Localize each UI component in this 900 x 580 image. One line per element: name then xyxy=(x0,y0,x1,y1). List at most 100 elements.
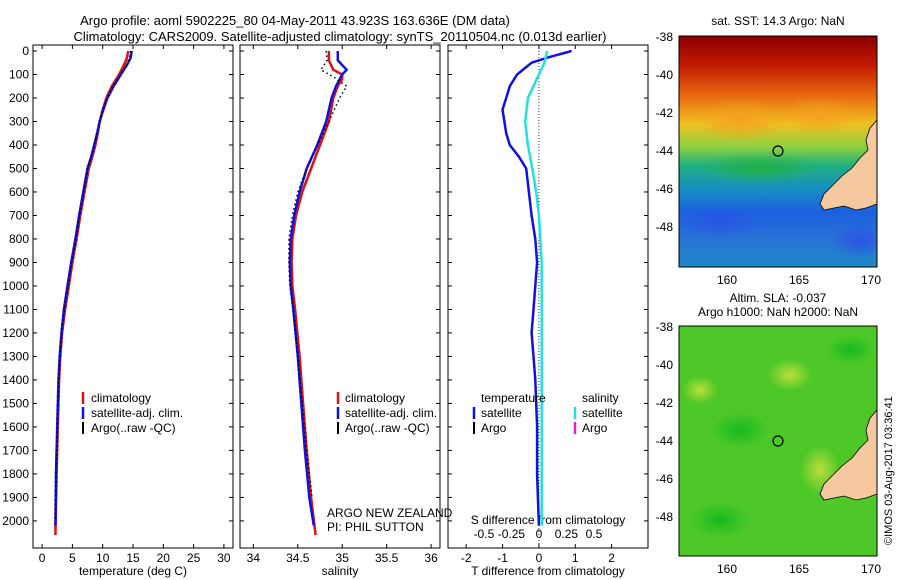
series-line-salinity-satellite xyxy=(523,50,549,526)
legend-temp-satellite-label: satellite xyxy=(481,406,522,420)
sst-xtick: 165 xyxy=(789,273,809,287)
legend-sal-satellite-label: satellite xyxy=(582,406,623,420)
y-tick-label: 600 xyxy=(9,185,29,199)
legend-salinity-heading: salinity xyxy=(582,391,619,405)
x-axis-label: temperature (deg C) xyxy=(79,564,187,578)
sst-ytick: -40 xyxy=(656,68,674,82)
x-tick-label: 34.5 xyxy=(286,551,310,565)
legend-satellite-label: satellite-adj. clim. xyxy=(91,406,183,420)
sla-ytick: -38 xyxy=(656,320,674,334)
plot-frame xyxy=(32,44,234,549)
sst-xtick: 170 xyxy=(861,273,881,287)
sla-map-title-line2: Argo h1000: NaN h2000: NaN xyxy=(698,305,858,319)
sla-ytick: -46 xyxy=(656,472,674,486)
legend-satellite-label: satellite-adj. clim. xyxy=(345,406,437,420)
sst-ytick: -44 xyxy=(656,144,674,158)
y-tick-label: 1400 xyxy=(2,373,29,387)
sla-low-patch xyxy=(690,502,750,538)
sla-map-frame xyxy=(678,325,878,557)
sst-argo-location-marker xyxy=(772,145,784,157)
sla-ytick: -44 xyxy=(656,434,674,448)
y-tick-label: 1800 xyxy=(2,467,29,481)
sst-map-title: sat. SST: 14.3 Argo: NaN xyxy=(711,14,844,28)
secondary-x-axis-label: S difference from climatology xyxy=(471,513,626,527)
sla-low-patch xyxy=(825,335,875,365)
sst-map: sat. SST: 14.3 Argo: NaN -38 -40 -42 -44… xyxy=(656,14,882,287)
credit-stamp: ©IMOS 03-Aug-2017 03:36:41 xyxy=(883,396,895,545)
series-line-satellite-adj-clim- xyxy=(288,51,348,526)
sst-green-patch xyxy=(700,152,820,184)
x-tick-label: 35 xyxy=(336,551,350,565)
y-tick-label: 2000 xyxy=(2,514,29,528)
legend-temp-argo-label: Argo xyxy=(481,421,507,435)
legend-argo-label: Argo(..raw -QC) xyxy=(91,421,176,435)
salinity-legend: climatology satellite-adj. clim. Argo(..… xyxy=(336,391,437,435)
secondary-x-tick-label: 0.25 xyxy=(555,527,579,541)
y-tick-label: 500 xyxy=(9,161,29,175)
sla-land-new-zealand xyxy=(819,409,877,501)
sla-low-patch xyxy=(710,412,770,448)
sla-ytick: -40 xyxy=(656,358,674,372)
y-tick-label: 1100 xyxy=(3,302,29,316)
sla-argo-location-marker xyxy=(772,435,784,447)
y-tick-label: 900 xyxy=(9,255,29,269)
legend-temperature-heading: temperature xyxy=(481,391,546,405)
y-tick-label: 1000 xyxy=(2,279,29,293)
plot-frame xyxy=(239,44,441,549)
series-line-climatology xyxy=(290,51,344,536)
y-tick-label: 0 xyxy=(22,44,29,58)
sla-ytick: -48 xyxy=(656,510,674,524)
float-info-line2: PI: PHIL SUTTON xyxy=(327,520,424,534)
x-tick-label: 36 xyxy=(424,551,438,565)
sst-map-axes: -38 -40 -42 -44 -46 -48 160 165 170 xyxy=(656,30,882,287)
y-tick-label: 400 xyxy=(9,138,29,152)
series-line-satellite-adj-clim- xyxy=(54,50,134,526)
y-tick-label: 1700 xyxy=(2,443,29,457)
x-tick-label: 20 xyxy=(157,551,171,565)
sla-map-axes: -38 -40 -42 -44 -46 -48 160 165 170 xyxy=(656,320,882,576)
x-axis-label: salinity xyxy=(322,564,359,578)
sst-map-frame xyxy=(678,35,878,268)
secondary-x-tick-label: 0.5 xyxy=(586,527,603,541)
figure-title: Argo profile: aoml 5902225_80 04-May-201… xyxy=(80,13,510,28)
figure-subtitle: Climatology: CARS2009. Satellite-adjuste… xyxy=(73,29,606,44)
salinity-profile-panel: 34 34.5 35 35.5 36 salinity xyxy=(239,44,441,578)
sst-cold-patch xyxy=(830,222,877,258)
sla-xtick: 160 xyxy=(717,562,737,576)
sla-map: Altim. SLA: -0.037 Argo h1000: NaN h2000… xyxy=(656,291,882,576)
sst-warm-patch xyxy=(780,97,860,133)
temperature-legend: climatology satellite-adj. clim. Argo(..… xyxy=(81,391,183,435)
y-tick-label: 700 xyxy=(9,208,29,222)
x-tick-label: 10 xyxy=(96,551,110,565)
secondary-x-tick-label: -0.5 xyxy=(474,527,495,541)
y-tick-label: 1200 xyxy=(2,326,29,340)
legend-climatology-label: climatology xyxy=(91,391,151,405)
sla-ytick: -42 xyxy=(656,396,674,410)
x-axis-label: T difference from climatology xyxy=(471,564,625,578)
y-tick-label: 1500 xyxy=(2,396,29,410)
sst-ytick: -48 xyxy=(656,220,674,234)
temperature-profile-panel: 0 5 10 15 20 25 30 temperature (deg C) 0 100 200 30… xyxy=(2,44,234,578)
legend-argo-label: Argo(..raw -QC) xyxy=(345,421,430,435)
difference-legend: temperature satellite Argo salinity sate… xyxy=(472,391,623,435)
x-tick-label: 2 xyxy=(608,551,615,565)
sla-xtick: 170 xyxy=(861,562,881,576)
y-tick-label: 1600 xyxy=(2,420,29,434)
float-info-line1: ARGO NEW ZEALAND xyxy=(327,506,453,520)
difference-profile-panel: -2 -1 0 1 2T difference from climatology S di… xyxy=(447,44,649,578)
sla-high-patch xyxy=(682,376,718,404)
x-tick-label: 30 xyxy=(217,551,231,565)
y-tick-label: 800 xyxy=(9,232,29,246)
sst-cold-patch xyxy=(680,206,760,238)
x-tick-label: 15 xyxy=(126,551,140,565)
sst-land-new-zealand xyxy=(819,119,877,211)
sla-xtick: 165 xyxy=(789,562,809,576)
sst-ytick: -38 xyxy=(656,30,674,44)
x-tick-label: 0 xyxy=(39,551,46,565)
sla-map-title-line1: Altim. SLA: -0.037 xyxy=(730,291,827,305)
x-tick-label: 1 xyxy=(572,551,579,565)
sst-xtick: 160 xyxy=(717,273,737,287)
legend-sal-argo-label: Argo xyxy=(582,421,608,435)
series-line-temperature-satellite xyxy=(501,49,572,526)
